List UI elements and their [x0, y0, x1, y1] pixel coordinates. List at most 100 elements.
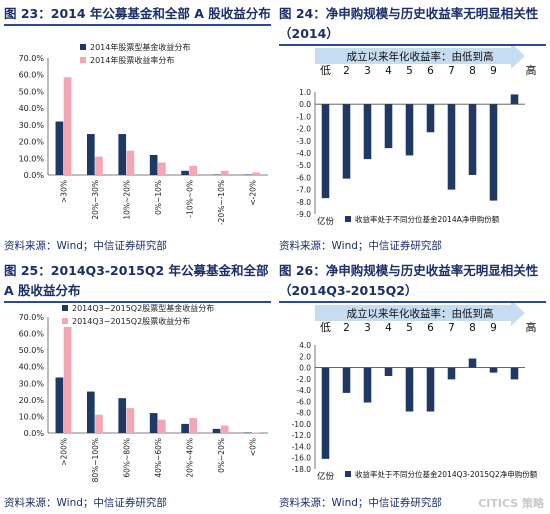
x-tick-label: 2	[343, 322, 350, 334]
bar-fund	[118, 134, 127, 175]
y-tick-label: 0.0	[299, 364, 311, 373]
y-tick-label: -6.0	[296, 397, 311, 406]
bar-net-subscription	[468, 358, 477, 368]
bar-stock	[126, 408, 135, 433]
y-tick-label: 30.0%	[19, 379, 45, 388]
y-tick-label: -4.0	[296, 149, 311, 158]
chart-panel-26: 图 26：净申购规模与历史收益率无明显相关性（2014Q3-2015Q2） 成立…	[275, 257, 550, 514]
bar-net-subscription	[321, 367, 330, 459]
y-tick-label: 0.0%	[24, 171, 45, 180]
x-tick-label: 20%~30%	[91, 180, 100, 220]
x-tick-label: >30%	[60, 180, 69, 203]
bar-fund	[55, 377, 64, 433]
bar-fund	[181, 170, 189, 175]
bar-net-subscription	[384, 367, 393, 376]
x-tick-label: 6	[427, 65, 434, 77]
bar-stock	[63, 326, 72, 433]
x-tick-label: 6	[427, 322, 434, 334]
bar-fund	[212, 428, 221, 433]
bar-fund	[86, 134, 95, 175]
legend-label: 2014Q3~2015Q2股票收益分布	[72, 316, 190, 326]
bar-stock	[95, 414, 103, 433]
bar-fund	[149, 413, 158, 433]
y-tick-label: 40.0%	[19, 363, 45, 372]
bar-stock	[252, 172, 260, 175]
chart-panel-24: 图 24：净申购规模与历史收益率无明显相关性（2014） 成立以来年化收益率：由…	[275, 0, 550, 257]
x-tick-label: 4	[385, 322, 392, 334]
y-tick-label: 60.0%	[19, 330, 45, 339]
title-rule	[4, 24, 271, 26]
bar-fund	[181, 423, 189, 433]
axis-high-label: 高	[526, 320, 537, 334]
chart-panel-25: 图 25：2014Q3-2015Q2 年公募基金和全部 A 股收益分布 70.0…	[0, 257, 275, 514]
bar-net-subscription	[510, 367, 519, 380]
legend-swatch	[345, 471, 351, 477]
y-tick-label: 60.0%	[19, 71, 45, 80]
bar-net-subscription	[321, 104, 330, 199]
y-tick-label: -18.0	[292, 465, 312, 474]
y-tick-label: 20.0%	[19, 138, 45, 147]
x-tick-label: 2	[343, 65, 350, 77]
axis-high-label: 高	[526, 63, 537, 77]
watermark: CITICS 策略	[478, 497, 544, 510]
title-rule	[4, 301, 271, 303]
chart-title: 图 26：净申购规模与历史收益率无明显相关性（2014Q3-2015Q2）	[279, 263, 539, 298]
chart-title: 图 24：净申购规模与历史收益率无明显相关性（2014）	[279, 6, 539, 41]
bar-net-subscription	[405, 367, 414, 412]
y-tick-label: 50.0%	[19, 346, 45, 355]
bar-net-subscription	[447, 367, 456, 380]
x-tick-label: 5	[406, 322, 413, 334]
bar-stock	[189, 165, 198, 175]
chart-title: 图 25：2014Q3-2015Q2 年公募基金和全部 A 股收益分布	[4, 263, 269, 298]
y-tick-label: -16.0	[292, 454, 312, 463]
x-tick-label: 3	[364, 65, 371, 77]
y-tick-label: -7.0	[296, 186, 311, 195]
y-tick-label: 1.0	[299, 88, 311, 97]
bar-net-subscription	[447, 104, 456, 190]
chart-23-plot: 70.0% 60.0% 50.0% 40.0% 30.0% 20.0% 10.0% 0.0% >…	[19, 42, 268, 225]
x-tick-label: -10%~0%	[185, 180, 194, 218]
y-tick-label: -9.0	[296, 210, 311, 219]
y-tick-label: -8.0	[296, 409, 311, 418]
bar-net-subscription	[489, 104, 498, 201]
bar-net-subscription	[426, 104, 435, 133]
y-tick-label: -5.0	[296, 161, 311, 170]
y-tick-label: -3.0	[296, 137, 311, 146]
arrow-label: 成立以来年化收益率：由低到高	[347, 50, 494, 63]
arrow-banner	[315, 46, 525, 69]
legend-swatch	[80, 44, 86, 50]
y-tick-label: 70.0%	[19, 54, 45, 63]
chart-title: 图 23：2014 年公募基金和全部 A 股收益分布	[4, 6, 271, 21]
source-note: 资料来源：Wind；中信证券研究部	[4, 497, 167, 509]
legend-label: 2014年股票收益率分布	[90, 55, 174, 65]
bar-fund	[118, 398, 127, 433]
x-tick-label: 5	[406, 65, 413, 77]
y-tick-label: -12.0	[292, 431, 312, 440]
bar-net-subscription	[426, 367, 435, 412]
source-note: 资料来源：Wind；中信证券研究部	[279, 497, 442, 509]
arrow-banner	[315, 303, 525, 326]
y-tick-label: 30.0%	[19, 121, 45, 130]
x-tick-label: 7	[448, 322, 455, 334]
bar-net-subscription	[405, 104, 414, 156]
y-tick-label: 70.0%	[19, 313, 45, 322]
bar-net-subscription	[510, 94, 519, 105]
y-tick-label: 4.0	[299, 341, 311, 350]
bar-fund	[212, 174, 221, 175]
x-tick-label: 0%~20%	[217, 438, 226, 473]
bar-stock	[63, 77, 72, 175]
unit-label: 亿份	[317, 216, 335, 227]
bar-stock	[95, 156, 103, 175]
y-tick-label: 40.0%	[19, 104, 45, 113]
bar-stock	[158, 162, 166, 175]
x-tick-label: 8	[469, 65, 476, 77]
bar-fund	[86, 391, 95, 433]
x-tick-label: 0%~10%	[154, 180, 163, 215]
x-tick-label: 60%~80%	[123, 438, 132, 478]
bar-fund	[244, 174, 252, 175]
arrow-label: 成立以来年化收益率：由低到高	[347, 307, 494, 320]
x-tick-label: 10%~20%	[123, 180, 132, 220]
y-tick-label: 2.0	[299, 352, 311, 361]
bar-net-subscription	[468, 104, 477, 175]
legend-swatch	[80, 57, 86, 63]
